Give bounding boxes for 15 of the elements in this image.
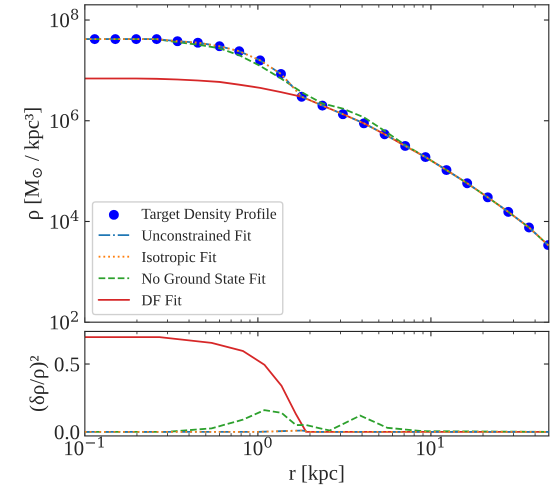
legend-label: No Ground State Fit xyxy=(142,273,266,284)
legend-label: DF Fit xyxy=(142,295,182,306)
legend-label: Unconstrained Fit xyxy=(142,230,252,241)
legend-label: Target Density Profile xyxy=(142,208,276,222)
y-tick-label: 10$^{6}$ xyxy=(50,109,78,128)
y-tick-label: 10$^{2}$ xyxy=(50,310,78,330)
x-tick-label: 10$^{0}$ xyxy=(244,436,272,456)
y-tick-label: 0.5 xyxy=(54,357,80,372)
legend-label: Isotropic Fit xyxy=(142,252,216,266)
y-axis-title: ρ [M$_{⊙}$ / kpc³] xyxy=(24,108,44,219)
y-tick-label: 10$^{4}$ xyxy=(50,210,79,229)
y-tick-label: 10$^{8}$ xyxy=(50,8,78,28)
y-axis-title: (δρ/ρ)² xyxy=(29,356,48,412)
x-tick-label: 10$^{1}$ xyxy=(417,436,444,456)
x-axis-title: r [kpc] xyxy=(289,465,344,484)
